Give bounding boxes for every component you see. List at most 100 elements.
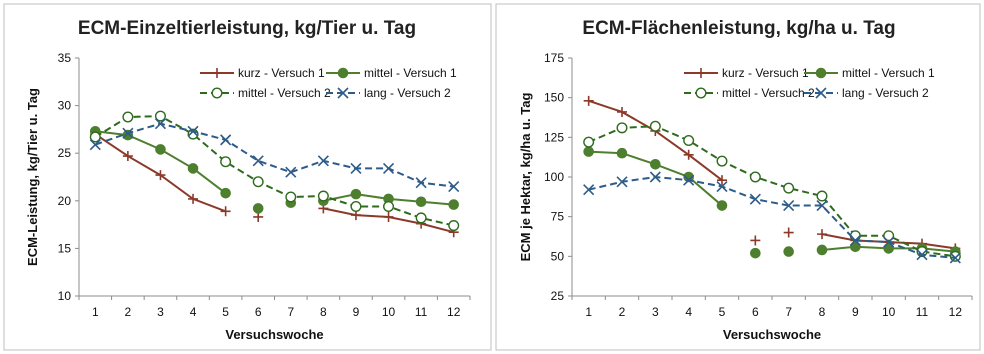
legend-label: mittel - Versuch 1: [842, 66, 935, 80]
data-point: [616, 122, 628, 134]
chart-frame: [3, 3, 492, 351]
series-line: [94, 122, 454, 188]
legend-marker: [695, 87, 707, 99]
y-axis-title: ECM je Hektar, kg/ha u. Tag: [518, 93, 533, 262]
x-tick-label: 10: [882, 305, 896, 319]
data-point: [883, 243, 894, 254]
x-tick-label: 7: [785, 305, 792, 319]
x-tick-label: 12: [949, 305, 963, 319]
chart-title: ECM-Flächenleistung, kg/ha u. Tag: [582, 18, 895, 39]
chart-title: ECM-Einzeltierleistung, kg/Tier u. Tag: [78, 18, 416, 39]
data-point: [448, 180, 460, 193]
legend-marker: [212, 68, 222, 78]
data-point: [415, 177, 427, 189]
data-point: [220, 134, 232, 146]
y-tick-label: 35: [58, 51, 72, 65]
x-tick-label: 5: [719, 305, 726, 319]
x-tick-label: 6: [752, 305, 759, 319]
x-tick-label: 6: [255, 305, 262, 319]
data-point: [350, 201, 362, 213]
data-point: [415, 196, 427, 208]
y-tick-label: 100: [544, 170, 564, 184]
legend-marker: [815, 87, 827, 99]
chart-frame: [495, 3, 981, 351]
x-tick-label: 10: [382, 305, 396, 319]
y-tick-label: 10: [58, 289, 72, 303]
x-tick-label: 12: [447, 305, 461, 319]
legend-marker: [696, 68, 706, 78]
legend-label: mittel - Versuch 2: [238, 86, 331, 100]
legend-label: kurz - Versuch 1: [238, 66, 325, 80]
data-point: [716, 200, 728, 211]
data-point: [616, 147, 628, 159]
y-tick-label: 15: [58, 241, 72, 255]
data-point: [816, 244, 828, 256]
data-point: [220, 156, 232, 168]
chart-1: ECM-Einzeltierleistung, kg/Tier u. Tag 10…: [3, 3, 492, 351]
data-point: [154, 118, 167, 130]
data-point: [89, 139, 101, 151]
x-tick-label: 5: [222, 305, 229, 319]
x-tick-label: 8: [819, 305, 826, 319]
data-point: [350, 188, 362, 200]
series-4: [583, 171, 961, 264]
series-line: [94, 115, 454, 227]
x-tick-label: 2: [619, 305, 626, 319]
data-point: [155, 144, 166, 155]
x-tick-label: 3: [157, 305, 164, 319]
data-point: [883, 236, 895, 248]
data-point: [749, 171, 761, 183]
data-point: [122, 151, 133, 162]
data-point: [716, 155, 728, 167]
chart-2: ECM-Flächenleistung, kg/ha u. Tag2550751…: [495, 3, 981, 351]
data-point: [317, 155, 329, 167]
data-point: [285, 191, 297, 203]
data-point: [949, 250, 961, 262]
y-tick-label: 125: [544, 130, 564, 144]
data-point: [583, 184, 595, 196]
data-point: [448, 199, 460, 210]
y-tick-label: 150: [544, 91, 564, 105]
x-axis-title: Versuchswoche: [723, 327, 821, 342]
data-point: [683, 174, 695, 186]
data-point: [350, 162, 362, 174]
y-tick-label: 25: [58, 146, 72, 160]
data-point: [783, 246, 794, 257]
x-tick-label: 4: [685, 305, 692, 319]
data-point: [816, 199, 828, 212]
data-point: [650, 159, 661, 170]
data-point: [383, 211, 394, 222]
legend-label: kurz - Versuch 1: [722, 66, 809, 80]
data-point: [649, 171, 661, 183]
legend: kurz - Versuch 1 mittel - Versuch 1 mittel…: [684, 66, 935, 100]
y-tick-label: 175: [544, 51, 564, 65]
y-tick-label: 25: [551, 289, 565, 303]
x-tick-label: 9: [852, 305, 859, 319]
legend: kurz - Versuch 1 mittel - Versuch 1 mittel…: [200, 66, 457, 100]
data-point: [155, 170, 166, 181]
legend-marker: [337, 87, 349, 99]
data-point: [220, 206, 231, 217]
data-point: [252, 176, 264, 188]
data-point: [916, 249, 928, 261]
data-point: [749, 193, 761, 205]
legend-label: mittel - Versuch 2: [722, 86, 815, 100]
data-point: [187, 125, 199, 137]
series-line: [588, 125, 956, 258]
data-point: [383, 201, 395, 213]
data-point: [382, 162, 395, 174]
data-point: [583, 95, 594, 106]
legend-label: mittel - Versuch 1: [364, 66, 457, 80]
x-tick-label: 9: [353, 305, 360, 319]
legend-label: lang - Versuch 2: [842, 86, 929, 100]
data-point: [750, 247, 761, 259]
data-point: [122, 127, 134, 139]
legend-marker: [211, 87, 223, 99]
y-tick-label: 75: [551, 210, 565, 224]
data-point: [949, 252, 961, 264]
data-point: [317, 190, 329, 202]
x-tick-label: 11: [415, 305, 428, 319]
y-tick-label: 30: [58, 99, 72, 113]
data-point: [187, 163, 199, 174]
